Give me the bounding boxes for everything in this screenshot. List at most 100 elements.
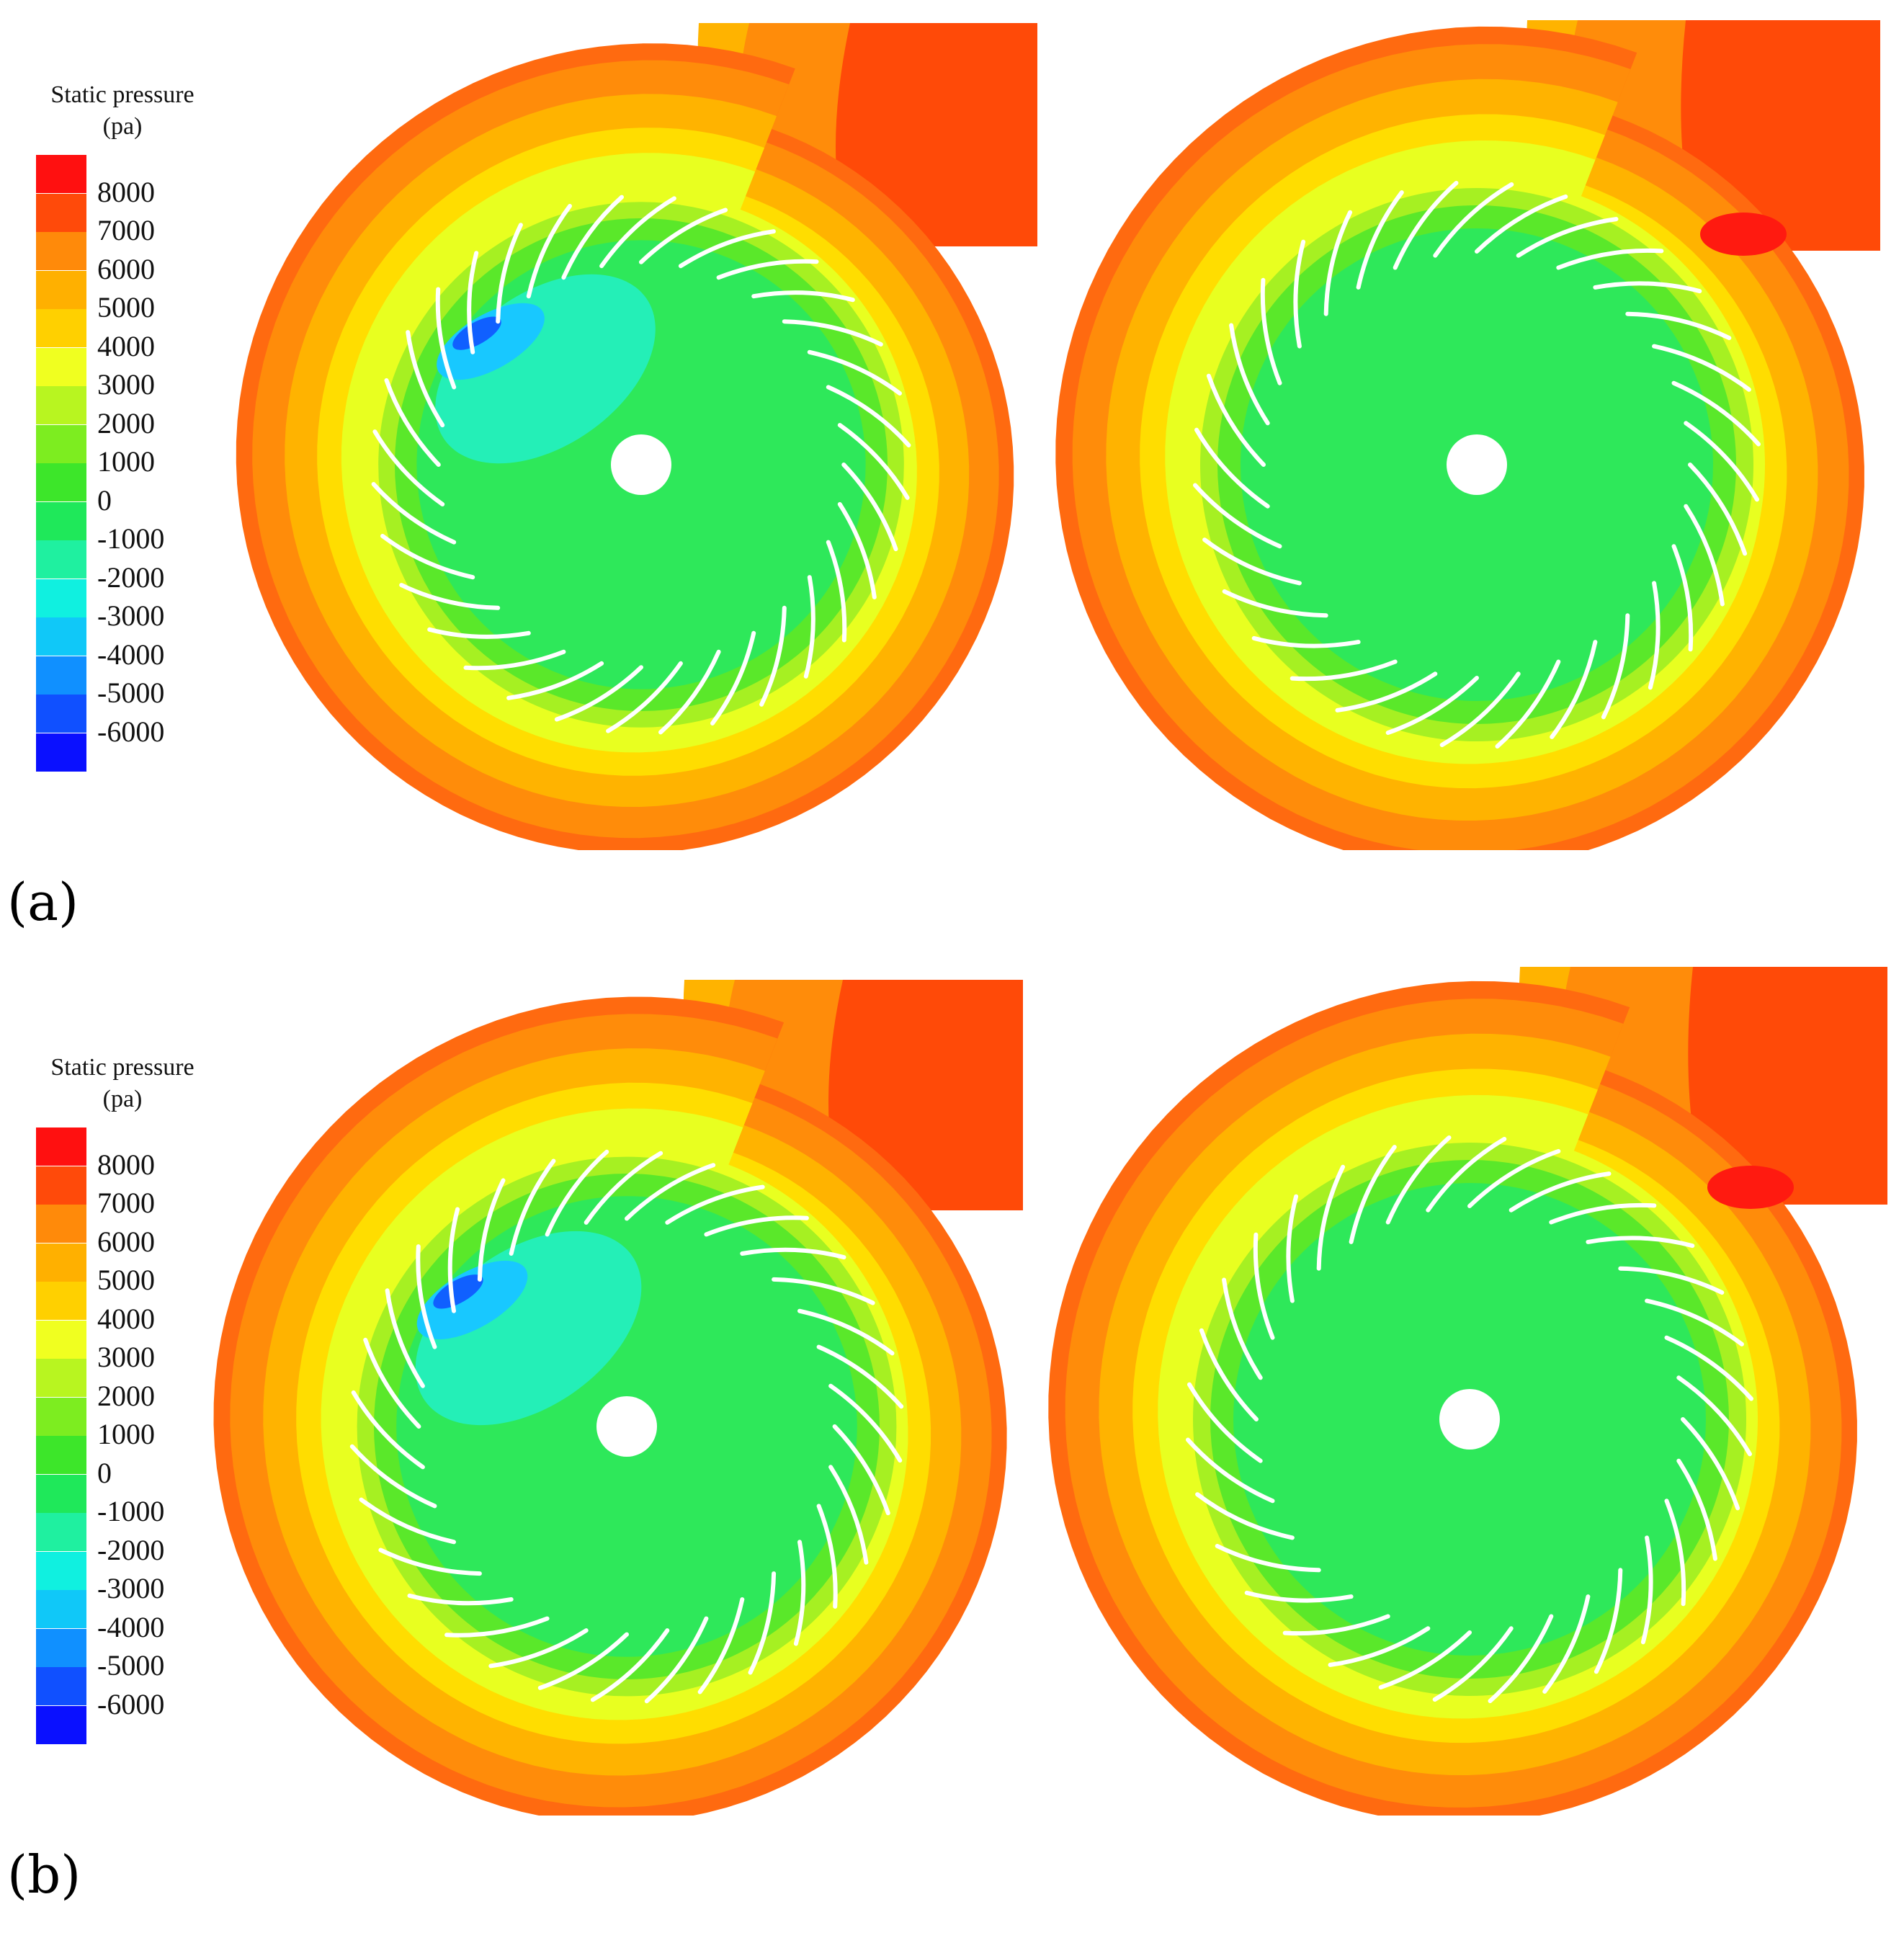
legend-tick-label: -4000 [97,1610,165,1643]
blade [826,385,911,447]
blade [625,1163,716,1221]
legend-swatch [36,1551,86,1590]
blade [363,1337,421,1429]
blade [1253,1232,1275,1340]
legend-title: Static pressure [50,1054,195,1081]
blade [1199,1328,1259,1421]
legend-swatch [36,1667,86,1705]
blade [1664,1499,1686,1607]
legend-swatch [36,579,86,617]
legend-tick-label: 0 [97,1456,112,1489]
blade [639,207,728,264]
blade [828,1383,903,1463]
legend-swatch [36,270,86,309]
blade [1378,1630,1472,1690]
legend-tick-label: 7000 [97,214,155,246]
legend-swatch [36,656,86,695]
blade [584,1151,663,1225]
legend-tick-label: 6000 [97,252,155,285]
blade [1556,248,1664,270]
legend-unit: (pa) [102,113,143,140]
blade [1495,659,1561,749]
blade [837,501,877,599]
legend-tick-label: 3000 [97,368,155,401]
low-pressure-core [416,1260,528,1340]
blade [748,1571,777,1675]
legend-title: Static pressure [50,81,195,108]
legend-swatch [36,1590,86,1628]
blade [1648,581,1661,690]
blade [1488,1614,1554,1703]
peak-pressure-spot [1707,1166,1794,1209]
blade [380,534,475,580]
blade [816,1504,838,1609]
blade [665,1184,765,1225]
blade [1187,1382,1263,1463]
legend-tick-label: -2000 [97,561,165,594]
blade [416,1244,437,1349]
blade [1316,1164,1346,1271]
blade [1433,182,1514,258]
blade [772,1277,875,1305]
legend-swatch [36,1282,86,1320]
legend-swatch [36,424,86,463]
blade [349,1444,437,1509]
panel-label-b: (b) [7,1844,81,1905]
blade [803,575,815,679]
legend-swatch [36,193,86,232]
blade [1594,1568,1623,1674]
legend-tick-label: -3000 [97,1572,165,1604]
legend-tick-label: -6000 [97,1687,165,1720]
blade [406,330,445,428]
blade [751,290,855,303]
hub [611,434,671,495]
legend-swatch [36,617,86,656]
legend-swatch [36,232,86,270]
legend-b: Static pressure (pa) 8000 7000 6000 5000 400… [0,1052,238,1744]
legend-swatch [36,1474,86,1513]
blade [444,1616,550,1638]
legend-tick-label: 4000 [97,1302,155,1335]
legend-swatch [36,309,86,347]
blade [447,1207,460,1313]
blade [1195,1492,1295,1540]
legend-tick-label: 5000 [97,1264,155,1296]
legend-tick-label: -4000 [97,638,165,671]
blade [1282,1614,1390,1636]
blade [710,630,756,725]
legend-tick-label: 1000 [97,1418,155,1450]
blade [385,1288,425,1388]
legend-tick-label: 1000 [97,445,155,478]
blade [488,1628,589,1669]
blade [658,649,721,735]
blade [1260,277,1282,385]
legend-tick-label: 0 [97,483,112,517]
blade [716,259,819,280]
blade [545,1149,609,1237]
blade [1244,1590,1354,1603]
blade [1542,1594,1591,1694]
blade [841,463,898,552]
blade [1193,483,1282,549]
blade [463,649,566,671]
blade [1684,504,1725,607]
legend-tick-label: -3000 [97,599,165,632]
blade [509,1158,556,1256]
outlet-high-pressure [836,23,1037,246]
blade [1202,537,1302,586]
blade [537,1632,629,1690]
blade [797,1308,895,1356]
legend-swatch [36,733,86,772]
legend-tick-label: -6000 [97,715,165,748]
legend-swatch [36,1436,86,1474]
blade [506,661,604,700]
blade [1385,1135,1452,1225]
blade [832,1424,890,1516]
legend-a: Static pressure (pa) 8000 7000 6000 5000 400… [0,79,238,772]
blade [371,482,457,545]
blade [678,229,776,269]
legend-tick-label: -5000 [97,1649,165,1682]
blade [1676,1458,1717,1561]
blade [526,204,572,299]
blade [359,1497,456,1545]
